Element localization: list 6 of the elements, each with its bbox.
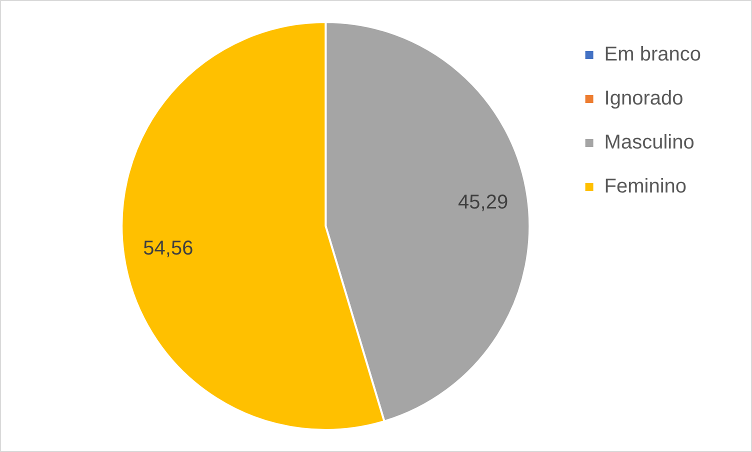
data-label: 45,29 [458, 191, 508, 214]
data-label: 54,56 [143, 238, 194, 260]
legend-label: Feminino [604, 176, 687, 198]
legend-label: Ignorado [604, 88, 684, 110]
legend-label: Masculino [604, 132, 694, 154]
legend-label: Em branco [604, 44, 702, 66]
